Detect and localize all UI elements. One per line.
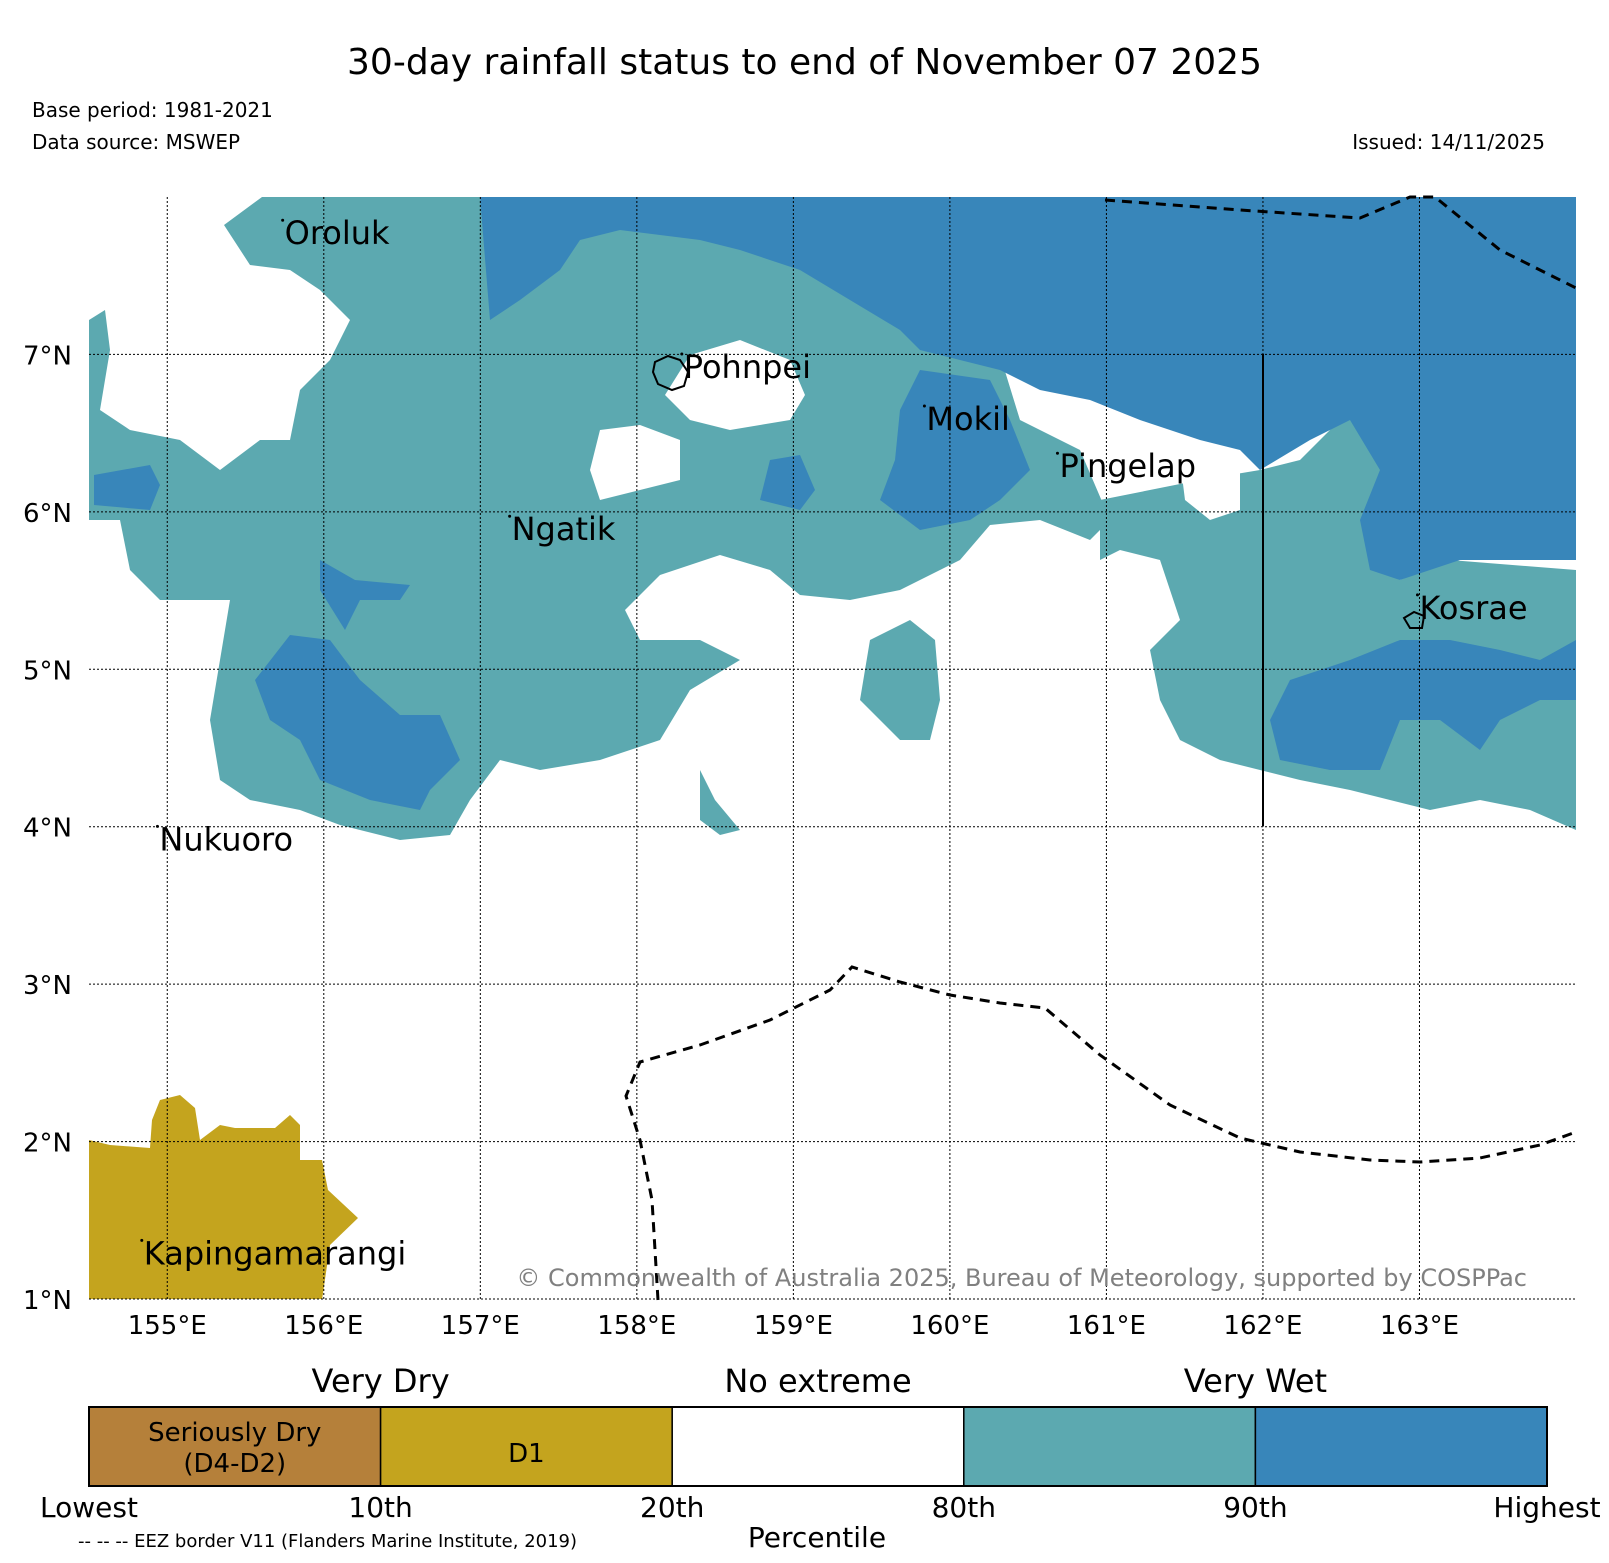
no-extreme-pocket-2	[590, 425, 680, 500]
legend-tick-label: 80th	[932, 1491, 996, 1524]
very-wet-region-patch	[94, 465, 160, 510]
lon-tick-label: 155°E	[128, 1311, 207, 1341]
legend-box	[1254, 1406, 1548, 1487]
lat-tick-label: 4°N	[23, 814, 72, 844]
lon-tick-label: 156°E	[284, 1311, 363, 1341]
data-source-text: Data source: MSWEP	[32, 130, 241, 154]
very-wet-region-southwest	[255, 635, 460, 810]
map-title: 30-day rainfall status to end of Novembe…	[347, 42, 1262, 83]
lat-tick-label: 5°N	[23, 656, 72, 686]
place-labels: Oroluk Pohnpei Mokil Pingelap Ngatik Kosrae Nu…	[140, 214, 1528, 1272]
place-label-pohnpei: Pohnpei	[684, 348, 811, 386]
lon-tick-label: 158°E	[597, 1311, 676, 1341]
place-marker	[155, 824, 159, 828]
eez-borders	[624, 195, 1577, 1301]
legend-box	[963, 1406, 1257, 1487]
percentile-legend: Very Dry No extreme Very Wet Seriously Dry…	[40, 1362, 1601, 1554]
legend-box-label: Seriously Dry	[148, 1418, 321, 1448]
wet-region-islet	[700, 770, 740, 835]
legend-tick-label: Lowest	[40, 1491, 138, 1524]
place-label-kosrae: Kosrae	[1419, 589, 1527, 627]
lat-tick-label: 6°N	[23, 499, 72, 529]
very-wet-region-mokil	[880, 370, 1030, 530]
legend-category-label: No extreme	[724, 1362, 911, 1400]
place-label-pingelap: Pingelap	[1059, 447, 1196, 485]
eez-border-note: -- -- -- EEZ border V11 (Flanders Marine…	[78, 1531, 578, 1552]
place-marker	[1055, 451, 1059, 455]
lon-tick-label: 162°E	[1223, 1311, 1302, 1341]
legend-category-label: Very Wet	[1184, 1362, 1327, 1400]
lon-tick-label: 163°E	[1380, 1311, 1459, 1341]
legend-tick-label: 20th	[640, 1491, 704, 1524]
legend-color-boxes: Seriously Dry(D4-D2) D1	[88, 1406, 1548, 1487]
lon-tick-label: 161°E	[1067, 1311, 1146, 1341]
place-label-kapingamarangi: Kapingamarangi	[144, 1234, 406, 1272]
no-extreme-pocket-pohnpei	[665, 340, 805, 430]
place-label-nukuoro: Nukuoro	[159, 820, 293, 858]
legend-categories: Very Dry No extreme Very Wet	[312, 1362, 1328, 1400]
legend-category-label: Very Dry	[312, 1362, 450, 1400]
eez-border-north	[1104, 195, 1577, 290]
very-wet-region-north	[480, 197, 1576, 580]
legend-percentile-label: Percentile	[748, 1521, 886, 1554]
very-wet-region-patch-2	[320, 560, 410, 630]
latitude-labels: 1°N 2°N 3°N 4°N 5°N 6°N 7°N	[23, 341, 72, 1316]
place-label-oroluk: Oroluk	[285, 214, 390, 252]
place-marker	[140, 1238, 144, 1242]
very-wet-region-patch-3	[760, 455, 815, 510]
legend-box-label: D1	[508, 1439, 545, 1469]
wet-region-south-blob	[860, 620, 940, 740]
lat-tick-label: 2°N	[23, 1129, 72, 1159]
d1-dry-region	[89, 1095, 358, 1299]
legend-frame	[88, 1406, 1548, 1487]
issued-date-text: Issued: 14/11/2025	[1352, 130, 1545, 154]
longitude-labels: 155°E 156°E 157°E 158°E 159°E 160°E 161°E 162°E…	[128, 1311, 1459, 1341]
legend-tick-label: Highest	[1493, 1491, 1600, 1524]
copyright-notice: © Commonwealth of Australia 2025, Bureau…	[516, 1264, 1527, 1292]
legend-tick-label: 90th	[1223, 1491, 1287, 1524]
no-extreme-pocket-3	[1180, 460, 1240, 520]
place-label-mokil: Mokil	[926, 400, 1010, 438]
lat-tick-label: 1°N	[23, 1286, 72, 1316]
pohnpei-island-outline	[651, 354, 690, 392]
very-wet-region-southeast	[1270, 640, 1576, 770]
legend-box	[671, 1406, 965, 1487]
place-marker	[281, 218, 285, 222]
legend-ticks: Lowest 10th 20th 80th 90th Highest	[40, 1491, 1601, 1524]
lon-tick-label: 157°E	[441, 1311, 520, 1341]
place-marker	[508, 514, 512, 518]
lat-tick-label: 3°N	[23, 971, 72, 1001]
place-marker	[1415, 593, 1419, 597]
lat-tick-label: 7°N	[23, 341, 72, 371]
place-marker	[680, 352, 684, 356]
kosrae-island-outline	[1402, 610, 1426, 629]
place-marker	[922, 404, 926, 408]
legend-tick-label: 10th	[348, 1491, 412, 1524]
place-label-ngatik: Ngatik	[512, 510, 616, 548]
legend-box-sublabel: (D4-D2)	[183, 1449, 286, 1479]
eez-border-south	[624, 965, 1577, 1301]
legend-box	[379, 1406, 673, 1487]
map-area	[89, 197, 1576, 1299]
lon-tick-label: 159°E	[754, 1311, 833, 1341]
island-outlines	[651, 354, 1426, 629]
base-period-text: Base period: 1981-2021	[32, 98, 273, 122]
lon-tick-label: 160°E	[910, 1311, 989, 1341]
